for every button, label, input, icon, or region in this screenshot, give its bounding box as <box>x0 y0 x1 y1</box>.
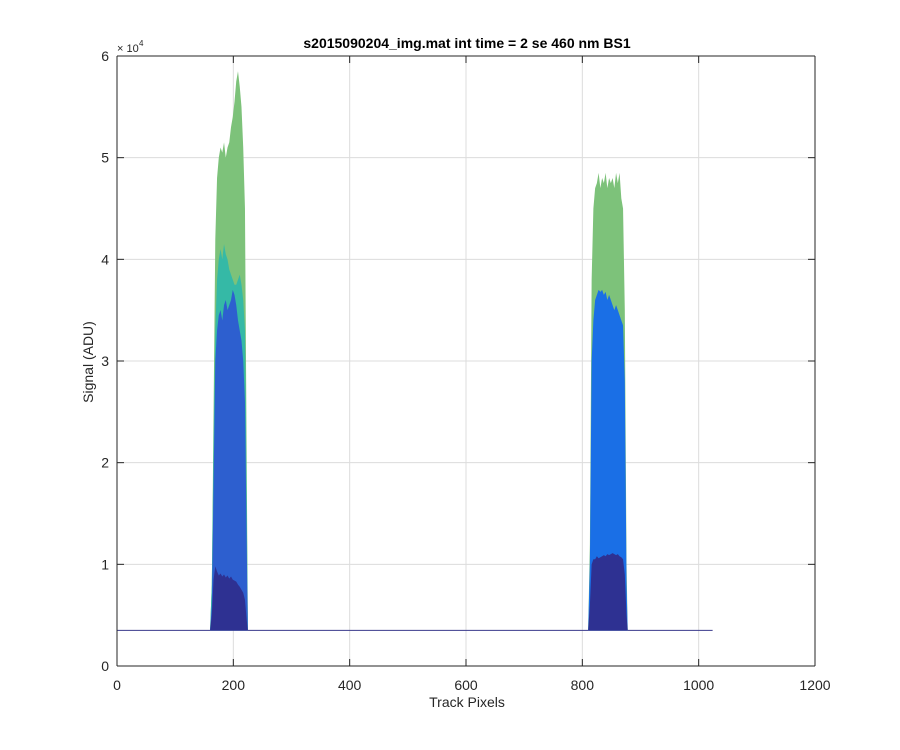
x-tick-label-6: 1200 <box>799 677 830 693</box>
x-tick-label-3: 600 <box>454 677 478 693</box>
y-exponent: × 10 4 <box>117 39 144 55</box>
peak-2-layer-3 <box>588 553 628 631</box>
y-exponent-base: × 10 <box>117 43 139 55</box>
x-tick-label-4: 800 <box>571 677 595 693</box>
x-tick-label-5: 1000 <box>683 677 714 693</box>
x-tick-label-0: 0 <box>113 677 121 693</box>
x-tick-label-2: 400 <box>338 677 362 693</box>
plot-area <box>117 71 713 631</box>
chart-title: s2015090204_img.mat int time = 2 se 460 … <box>303 35 630 51</box>
y-tick-label-1: 1 <box>101 556 109 572</box>
peak-2-layer-2 <box>588 289 628 631</box>
y-tick-label-6: 6 <box>101 48 109 64</box>
peak-2 <box>588 172 628 631</box>
y-tick-label-0: 0 <box>101 658 109 674</box>
y-axis-label: Signal (ADU) <box>80 321 96 403</box>
x-axis-label: Track Pixels <box>429 694 505 710</box>
tick-labels: 0 200 400 600 800 1000 1200 0 1 2 3 4 5 6 <box>101 48 831 693</box>
axes <box>116 55 816 667</box>
peak-1-layer-4 <box>210 566 248 631</box>
y-tick-label-2: 2 <box>101 455 109 471</box>
peak-1 <box>210 71 248 631</box>
y-tick-label-5: 5 <box>101 150 109 166</box>
x-tick-label-1: 200 <box>222 677 246 693</box>
y-tick-label-4: 4 <box>101 251 109 267</box>
y-exponent-power: 4 <box>139 39 144 48</box>
peak-1-layer-3 <box>210 289 248 631</box>
y-tick-label-3: 3 <box>101 353 109 369</box>
